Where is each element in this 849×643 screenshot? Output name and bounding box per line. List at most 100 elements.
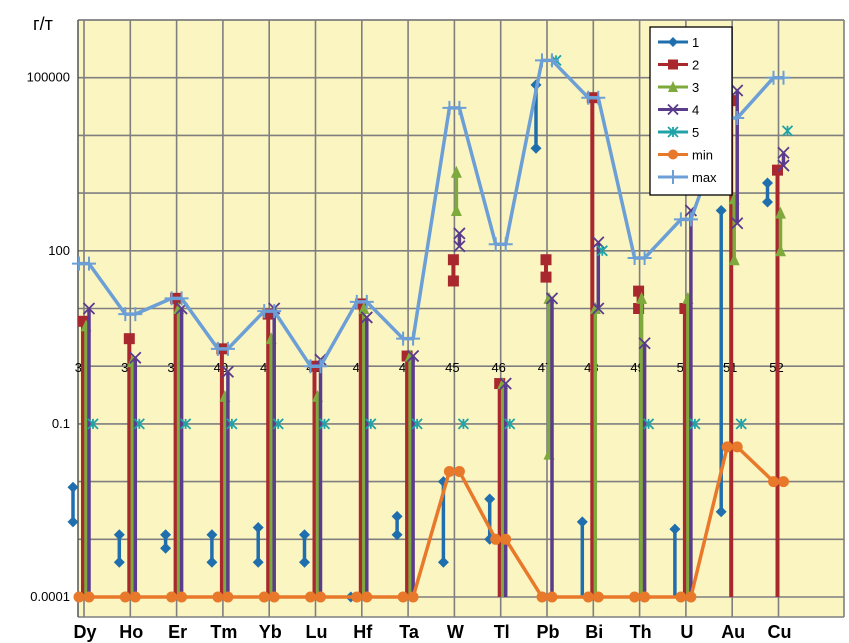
data-point bbox=[536, 591, 548, 603]
data-point bbox=[776, 70, 791, 85]
data-point bbox=[406, 331, 421, 346]
legend-label: 3 bbox=[692, 80, 699, 95]
data-point bbox=[252, 522, 264, 534]
data-point bbox=[668, 149, 678, 160]
x-category-label: W bbox=[447, 622, 464, 642]
data-point bbox=[540, 254, 552, 266]
data-point bbox=[82, 302, 96, 315]
data-point bbox=[494, 378, 506, 390]
data-point bbox=[258, 591, 270, 603]
data-point bbox=[453, 227, 466, 240]
series-s5 bbox=[87, 54, 794, 430]
series-layer bbox=[67, 53, 794, 603]
data-point bbox=[391, 529, 403, 541]
x-category-label: Dy bbox=[73, 622, 96, 642]
data-point bbox=[633, 303, 645, 314]
data-point bbox=[119, 591, 131, 603]
data-point bbox=[685, 591, 697, 603]
data-point bbox=[447, 275, 459, 287]
inner-number-label: 45 bbox=[445, 360, 459, 375]
legend-label: 4 bbox=[692, 103, 699, 118]
data-point bbox=[123, 333, 135, 345]
data-point bbox=[775, 244, 786, 257]
data-point bbox=[397, 591, 409, 603]
data-point bbox=[406, 349, 420, 363]
data-point bbox=[453, 240, 466, 253]
data-point bbox=[637, 251, 652, 266]
data-point bbox=[222, 591, 234, 603]
x-category-label: Pb bbox=[536, 622, 559, 642]
data-point bbox=[411, 418, 423, 430]
data-point bbox=[212, 591, 224, 603]
data-point bbox=[450, 165, 462, 178]
data-point bbox=[484, 493, 496, 505]
data-point bbox=[668, 59, 678, 70]
legend-item: 5 bbox=[658, 125, 699, 140]
data-point bbox=[268, 591, 280, 603]
data-point bbox=[735, 418, 747, 430]
data-point bbox=[500, 533, 512, 545]
data-point bbox=[777, 159, 790, 172]
x-category-label: Tm bbox=[210, 622, 237, 642]
data-point bbox=[67, 516, 79, 528]
data-point bbox=[636, 291, 648, 304]
data-point bbox=[540, 271, 552, 283]
data-point bbox=[176, 591, 188, 603]
data-point bbox=[113, 529, 125, 541]
data-point bbox=[667, 103, 679, 116]
data-point bbox=[77, 315, 89, 327]
inner-number-label: 46 bbox=[491, 360, 505, 375]
data-point bbox=[768, 476, 779, 488]
x-category-label: Yb bbox=[259, 622, 282, 642]
legend-item: 4 bbox=[658, 103, 699, 118]
data-point bbox=[401, 350, 413, 362]
x-category-label: Lu bbox=[306, 622, 328, 642]
data-point bbox=[252, 556, 264, 568]
data-point bbox=[778, 476, 789, 488]
legend-item: max bbox=[658, 170, 717, 185]
y-tick-label: 100000 bbox=[27, 70, 70, 85]
unit-label: г/т bbox=[33, 14, 53, 34]
data-point bbox=[361, 591, 373, 603]
data-point bbox=[113, 556, 125, 568]
data-point bbox=[83, 591, 95, 603]
legend: 1 2 3 4 5 min max bbox=[649, 26, 733, 196]
data-point bbox=[226, 418, 238, 430]
series-s4 bbox=[82, 84, 790, 597]
data-point bbox=[777, 146, 790, 159]
series-line bbox=[79, 58, 784, 368]
data-point bbox=[174, 291, 189, 306]
data-point bbox=[299, 556, 310, 568]
data-point bbox=[315, 591, 326, 603]
data-point bbox=[633, 285, 645, 297]
data-point bbox=[359, 294, 374, 309]
data-point bbox=[679, 303, 691, 314]
data-point bbox=[87, 418, 99, 430]
data-point bbox=[629, 591, 641, 603]
x-category-label: Hf bbox=[353, 622, 373, 642]
data-point bbox=[82, 256, 96, 271]
data-point bbox=[490, 533, 502, 545]
data-point bbox=[498, 237, 513, 252]
data-point bbox=[313, 359, 328, 374]
data-point bbox=[772, 164, 783, 176]
data-point bbox=[355, 298, 367, 310]
series-max bbox=[72, 53, 791, 374]
y-tick-label: 0.1 bbox=[52, 416, 70, 431]
data-point bbox=[781, 125, 794, 137]
data-point bbox=[365, 418, 377, 430]
legend-item: min bbox=[658, 148, 713, 163]
legend-label: min bbox=[692, 148, 713, 163]
data-point bbox=[731, 84, 744, 97]
data-point bbox=[447, 254, 459, 266]
series-line bbox=[79, 445, 784, 599]
data-point bbox=[318, 418, 331, 430]
data-point bbox=[407, 591, 419, 603]
data-point bbox=[179, 418, 192, 430]
data-point bbox=[299, 529, 310, 541]
data-point bbox=[683, 212, 698, 227]
data-point bbox=[452, 100, 467, 115]
data-point bbox=[220, 341, 235, 356]
data-point bbox=[272, 418, 284, 430]
legend-item: 2 bbox=[658, 58, 699, 73]
